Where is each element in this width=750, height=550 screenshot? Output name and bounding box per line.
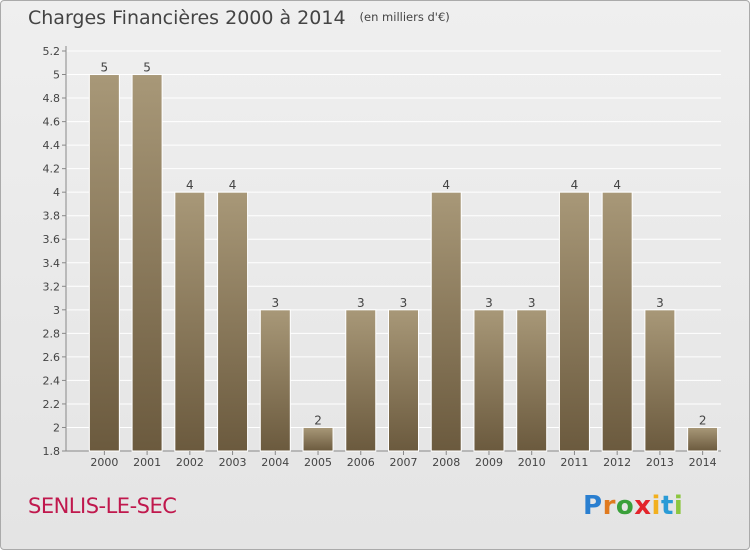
y-tick-label: 5 — [53, 69, 60, 82]
y-tick-label: 3.8 — [43, 210, 61, 223]
y-tick-label: 2.4 — [43, 374, 61, 387]
y-tick-label: 2.6 — [43, 351, 61, 364]
bar — [345, 309, 377, 452]
y-tick-label: 4.6 — [43, 116, 61, 129]
bar-value-label: 5 — [101, 61, 109, 75]
bar-value-label: 3 — [271, 296, 279, 310]
bar-value-label: 3 — [656, 296, 664, 310]
bar — [644, 309, 676, 452]
logo-letter: i — [651, 491, 661, 521]
chart-subtitle: (en milliers d'€) — [359, 10, 450, 24]
bar-value-label: 3 — [485, 296, 493, 310]
bar-value-label: 4 — [442, 178, 450, 192]
x-tick-label: 2009 — [475, 456, 503, 469]
bar — [516, 309, 548, 452]
y-tick-label: 3.6 — [43, 233, 61, 246]
logo-letter: t — [660, 491, 674, 521]
y-tick-label: 4.2 — [43, 163, 61, 176]
bar-value-label: 4 — [613, 178, 621, 192]
x-tick-label: 2001 — [133, 456, 161, 469]
logo-letter: x — [634, 491, 652, 521]
y-tick-label: 4.4 — [43, 139, 61, 152]
bar-value-label: 2 — [699, 413, 707, 427]
x-tick-label: 2013 — [646, 456, 674, 469]
bar — [217, 191, 249, 452]
bar — [473, 309, 505, 452]
y-tick-label: 4.8 — [43, 92, 61, 105]
y-tick-label: 3.2 — [43, 280, 61, 293]
bar-value-label: 4 — [229, 178, 237, 192]
bar-value-label: 4 — [571, 178, 579, 192]
bar-value-label: 3 — [357, 296, 365, 310]
y-tick-label: 3.4 — [43, 257, 61, 270]
bar — [88, 74, 120, 452]
town-name: SENLIS-LE-SEC — [28, 494, 177, 518]
logo-letter: o — [615, 491, 635, 521]
x-tick-label: 2002 — [176, 456, 204, 469]
bar-value-label: 3 — [528, 296, 536, 310]
x-tick-label: 2008 — [432, 456, 460, 469]
chart-title: Charges Financières 2000 à 2014 — [28, 7, 346, 29]
y-tick-label: 5.2 — [43, 45, 61, 58]
x-tick-label: 2000 — [90, 456, 118, 469]
x-tick-label: 2011 — [560, 456, 588, 469]
bar — [388, 309, 419, 452]
bar-value-label: 3 — [400, 296, 408, 310]
x-tick-label: 2003 — [219, 456, 247, 469]
logo-letter: i — [673, 491, 684, 521]
title-row: Charges Financières 2000 à 2014 (en milli… — [28, 7, 450, 29]
bar — [558, 191, 590, 452]
bar-value-label: 2 — [314, 413, 322, 427]
y-tick-label: 2 — [53, 421, 60, 434]
x-tick-label: 2005 — [304, 456, 332, 469]
y-tick-label: 3 — [53, 304, 60, 317]
logo-letter: r — [602, 491, 616, 521]
x-tick-label: 2007 — [390, 456, 418, 469]
x-tick-label: 2014 — [689, 456, 717, 469]
y-tick-label: 2.2 — [43, 398, 61, 411]
bar — [601, 191, 633, 452]
bar — [131, 74, 163, 452]
bar — [302, 426, 334, 452]
x-tick-label: 2006 — [347, 456, 375, 469]
y-tick-label: 1.8 — [43, 445, 61, 458]
bar — [687, 426, 719, 452]
y-tick-label: 4 — [53, 186, 60, 199]
bar-value-label: 5 — [143, 61, 151, 75]
bar — [259, 309, 291, 452]
y-tick-label: 2.8 — [43, 327, 61, 340]
bar-value-label: 4 — [186, 178, 194, 192]
logo-letter: P — [583, 491, 603, 521]
x-tick-label: 2010 — [518, 456, 546, 469]
proxiti-logo: Proxiti — [583, 491, 683, 521]
x-tick-label: 2004 — [261, 456, 289, 469]
x-tick-label: 2012 — [603, 456, 631, 469]
bar — [174, 191, 206, 452]
bar — [430, 191, 462, 452]
